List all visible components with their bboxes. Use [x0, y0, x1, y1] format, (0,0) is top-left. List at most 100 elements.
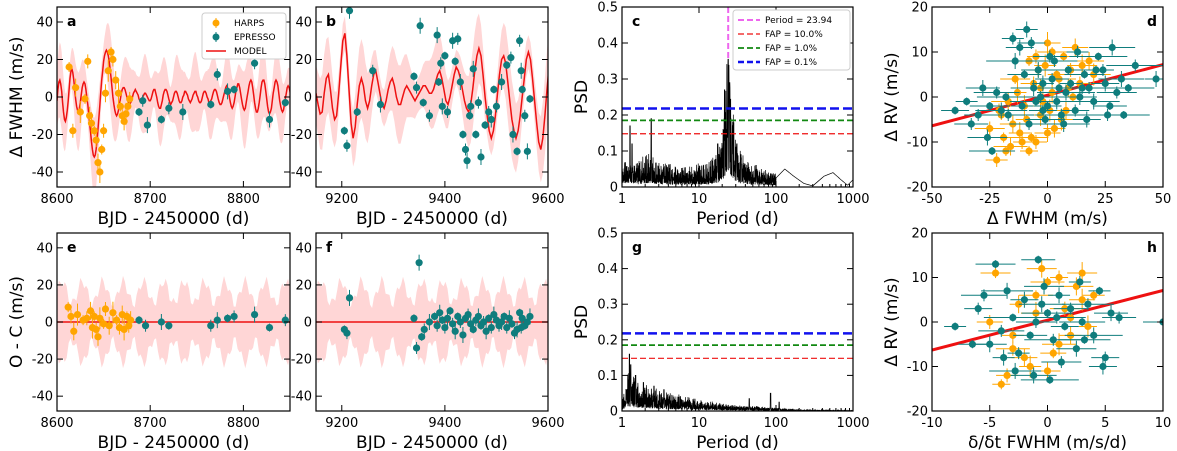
y-tick-label: 0.5 — [597, 1, 618, 16]
data-point — [523, 147, 531, 155]
data-point — [410, 314, 418, 322]
data-point — [412, 84, 421, 92]
series-epresso — [135, 57, 289, 134]
legend-marker — [212, 19, 220, 27]
data-point — [1083, 115, 1091, 124]
data-point — [416, 22, 424, 30]
y-tick-label: 40 — [36, 241, 53, 256]
data-point — [974, 111, 982, 119]
panel-label: d — [1147, 14, 1157, 30]
data-point — [518, 314, 526, 322]
x-tick-label: 1000 — [836, 192, 869, 207]
x-tick-label: 10 — [691, 192, 708, 207]
panel-label: g — [632, 240, 642, 256]
y-tick-label: 20 — [36, 278, 53, 293]
x-axis-label: BJD - 2450000 (d) — [356, 433, 508, 451]
x-tick-label: 9600 — [531, 192, 564, 207]
data-point — [86, 112, 94, 120]
data-point — [265, 323, 274, 332]
data-point — [1034, 256, 1042, 264]
plot-area — [622, 7, 853, 187]
y-tick-label: 0.4 — [597, 262, 618, 277]
data-point — [1002, 93, 1010, 101]
x-tick-label: 9200 — [325, 416, 358, 431]
y-tick-label: 20 — [911, 227, 928, 242]
data-point — [980, 291, 988, 299]
data-point — [420, 325, 428, 334]
data-point — [490, 310, 498, 319]
data-point — [1076, 278, 1084, 286]
data-point — [498, 318, 506, 326]
x-tick-label: 9600 — [531, 416, 564, 431]
data-point — [481, 121, 489, 129]
y-tick-label: 0.2 — [597, 109, 618, 124]
x-tick-label: 9400 — [428, 416, 461, 431]
data-point — [466, 112, 474, 120]
data-point — [986, 124, 994, 133]
data-point — [1027, 133, 1035, 142]
data-point — [988, 147, 996, 155]
plot-area — [57, 23, 290, 187]
model-uncertainty-band — [316, 13, 548, 183]
data-point — [1043, 367, 1052, 375]
data-point — [1030, 371, 1038, 379]
data-point — [443, 108, 452, 116]
y-tick-label: -40 — [32, 390, 53, 405]
data-point — [1120, 111, 1128, 119]
axes-frame — [621, 6, 854, 188]
data-point — [441, 52, 449, 60]
data-point — [114, 89, 123, 97]
data-point — [1113, 88, 1121, 97]
data-point — [456, 78, 464, 86]
y-axis-label: Δ RV (m/s) — [882, 277, 902, 366]
data-point — [1049, 336, 1057, 344]
data-point — [418, 333, 426, 341]
data-point — [485, 314, 493, 322]
data-point — [1046, 376, 1054, 384]
legend-entry: EPRESSO — [234, 33, 276, 43]
data-point — [353, 108, 361, 116]
x-tick-label: -50 — [921, 192, 942, 207]
data-point — [1011, 57, 1019, 65]
data-point — [1108, 43, 1116, 52]
legend-entry: FAP = 0.1% — [765, 58, 818, 68]
data-point — [1053, 97, 1061, 106]
data-point — [1071, 106, 1079, 115]
data-point — [472, 130, 480, 139]
series-epresso — [944, 255, 1163, 384]
data-point — [1041, 115, 1049, 124]
data-point — [505, 314, 513, 322]
x-tick-label: 8700 — [134, 192, 167, 207]
data-point — [105, 322, 113, 330]
y-axis-label: PSD — [572, 80, 592, 114]
data-point — [1016, 43, 1024, 52]
y-tick-label: -20 — [291, 353, 312, 368]
data-point — [165, 104, 173, 112]
data-point — [124, 102, 132, 110]
data-point — [419, 99, 427, 107]
data-point — [135, 316, 143, 324]
data-point — [1026, 331, 1034, 339]
data-point — [979, 84, 987, 92]
data-point — [98, 145, 106, 154]
data-point — [1011, 367, 1019, 375]
data-point — [1030, 84, 1038, 92]
data-point — [345, 7, 354, 15]
data-point — [1090, 97, 1098, 106]
y-tick-label: 20 — [295, 278, 312, 293]
data-point — [456, 318, 464, 326]
series-harps — [65, 47, 134, 183]
legend-entry: FAP = 1.0% — [765, 44, 818, 54]
x-tick-label: 1 — [618, 416, 626, 431]
data-point — [127, 316, 135, 324]
panel-g: 1 10 100 1000 0 0.1 0.2 0.3 0.4 0.5 Period (d) PSD g — [572, 227, 870, 451]
panel-f: 9200 9400 9600 -40 -20 0 20 40 BJD - 2450000 (d)… — [291, 232, 565, 451]
data-point — [250, 59, 259, 67]
y-tick-label: 0.1 — [597, 145, 618, 160]
legend-entry: Period = 23.94 — [765, 16, 832, 26]
y-tick-label: 20 — [295, 53, 312, 68]
data-point — [213, 316, 221, 324]
data-point — [281, 99, 289, 107]
data-point — [410, 72, 418, 80]
data-point — [86, 307, 95, 315]
